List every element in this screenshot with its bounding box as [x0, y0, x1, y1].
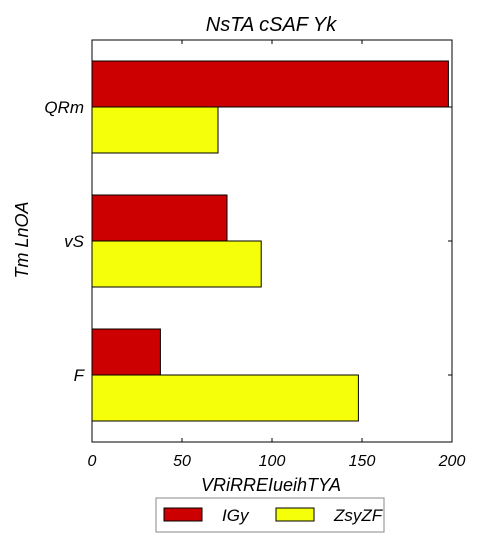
x-tick-label-150: 150	[349, 453, 376, 470]
legend-label-ZsyZF: ZsyZF	[333, 506, 384, 525]
y-tick-label-F: F	[74, 366, 86, 385]
x-tick-label-0: 0	[88, 453, 97, 470]
y-tick-label-QRm: QRm	[44, 98, 84, 117]
bar-IGy-F	[91, 328, 161, 376]
x-tick-label-50: 50	[173, 453, 191, 470]
legend-swatch-ZsyZF	[275, 507, 315, 522]
x-tick-label-200: 200	[438, 453, 466, 470]
bar-ZsyZF-QRm	[91, 106, 219, 154]
x-tick-label-100: 100	[259, 453, 286, 470]
legend-label-IGy: IGy	[222, 506, 250, 525]
plot-area: QRm vS F 0 50 100 150 200	[44, 39, 466, 470]
y-tick-label-vS: vS	[64, 232, 85, 251]
legend-swatch-IGy	[163, 507, 203, 522]
y-axis-label: Tm LnOA	[12, 201, 32, 278]
x-axis-label: VRiRREIueihTYA	[201, 475, 341, 495]
chart-title: NsTA cSAF Yk	[206, 14, 337, 36]
bar-IGy-vS	[91, 194, 228, 242]
bar-ZsyZF-F	[91, 374, 359, 422]
bar-IGy-QRm	[91, 60, 449, 108]
legend: IGy ZsyZF	[155, 497, 385, 533]
bar-ZsyZF-vS	[91, 240, 262, 288]
